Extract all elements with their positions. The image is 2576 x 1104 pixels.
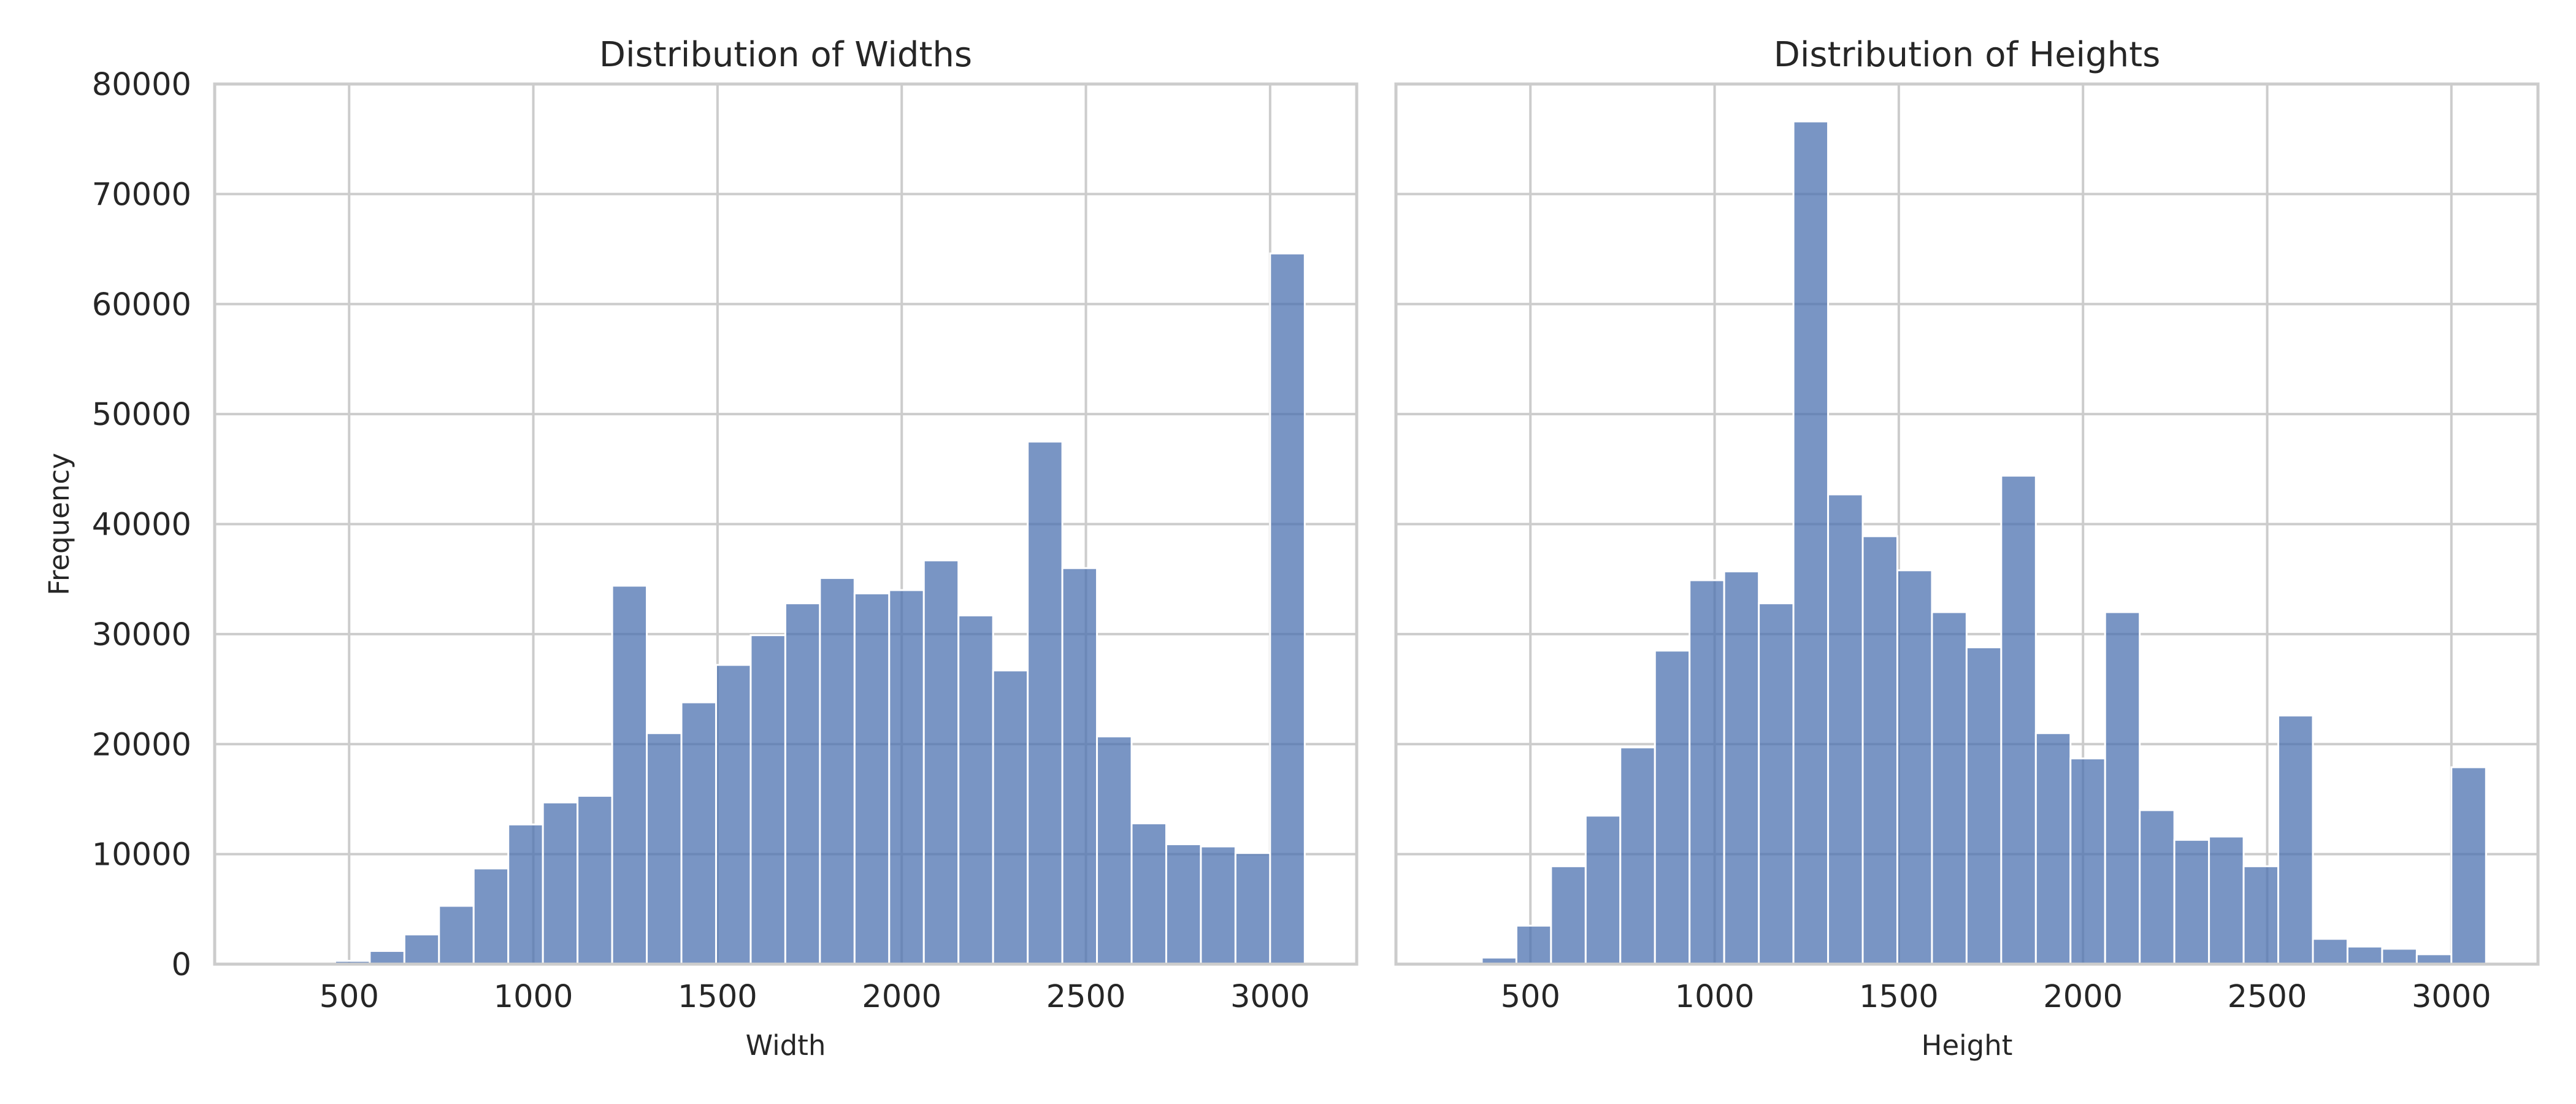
width-bar bbox=[1061, 567, 1098, 965]
height-bar bbox=[2034, 732, 2072, 965]
width-bar bbox=[680, 701, 717, 965]
width-bar bbox=[438, 905, 475, 965]
height-bar bbox=[1792, 120, 1830, 965]
height-bar bbox=[2346, 945, 2383, 965]
width-plot-frame bbox=[213, 82, 1359, 966]
width-bar bbox=[1027, 440, 1064, 965]
width-y-tick-label: 60000 bbox=[92, 287, 191, 323]
width-bar bbox=[819, 577, 856, 965]
height-bar bbox=[1827, 493, 1864, 965]
width-x-tick-label: 1500 bbox=[678, 979, 757, 1015]
width-bar bbox=[369, 949, 405, 965]
height-chart-title: Distribution of Heights bbox=[1774, 35, 2161, 75]
width-x-tick-label: 500 bbox=[320, 979, 379, 1015]
width-x-tick-label: 3000 bbox=[1230, 979, 1310, 1015]
width-chart-title: Distribution of Widths bbox=[599, 35, 972, 75]
width-y-tick-label: 20000 bbox=[92, 727, 191, 763]
width-x-tick-label: 1000 bbox=[494, 979, 573, 1015]
width-bar bbox=[403, 933, 440, 965]
height-bar bbox=[2000, 475, 2037, 965]
width-y-axis-label: Frequency bbox=[43, 453, 75, 595]
height-bar bbox=[1861, 535, 1898, 965]
width-bar bbox=[472, 867, 510, 965]
width-bar bbox=[922, 559, 960, 965]
width-bar bbox=[646, 732, 683, 965]
height-bar bbox=[2173, 838, 2210, 965]
height-bar bbox=[2242, 865, 2280, 965]
width-x-tick-label: 2000 bbox=[862, 979, 941, 1015]
width-y-tick-label: 10000 bbox=[92, 837, 191, 873]
width-bar bbox=[542, 801, 579, 965]
width-y-tick-label: 80000 bbox=[92, 67, 191, 103]
height-bar bbox=[1723, 570, 1760, 965]
height-bar bbox=[2104, 611, 2141, 965]
height-bar bbox=[1896, 569, 1933, 965]
height-bar bbox=[1619, 746, 1656, 965]
height-bar bbox=[2312, 938, 2348, 965]
width-bar bbox=[992, 669, 1029, 965]
width-bar bbox=[784, 602, 821, 965]
width-bar bbox=[611, 585, 648, 965]
height-bar bbox=[2069, 757, 2106, 965]
height-bar bbox=[2450, 766, 2487, 965]
width-y-tick-label: 50000 bbox=[92, 397, 191, 433]
height-bar bbox=[1965, 646, 2003, 965]
width-bar bbox=[577, 795, 613, 965]
height-x-tick-label: 2000 bbox=[2043, 979, 2123, 1015]
height-x-axis-label: Height bbox=[1922, 1029, 2013, 1062]
height-bar bbox=[1654, 650, 1691, 965]
width-y-tick-label: 0 bbox=[172, 947, 191, 983]
height-bar bbox=[1689, 579, 1725, 965]
height-histogram-panel: 500 1000 1500 2000 2500 3000 Distribution of H… bbox=[1394, 35, 2540, 1062]
height-bar bbox=[1931, 611, 1968, 965]
height-x-tick-label: 1000 bbox=[1675, 979, 1755, 1015]
width-y-tick-label: 30000 bbox=[92, 617, 191, 653]
height-bar bbox=[2277, 715, 2314, 965]
width-x-tick-label: 2500 bbox=[1046, 979, 1126, 1015]
height-plot-frame bbox=[1394, 82, 2540, 966]
height-x-tick-label: 1500 bbox=[1859, 979, 1939, 1015]
width-x-axis-label: Width bbox=[746, 1029, 826, 1062]
width-histogram-panel: 500 1000 1500 2000 2500 300001000020000300004… bbox=[43, 35, 1359, 1062]
width-bar bbox=[1130, 822, 1167, 965]
width-bar bbox=[749, 634, 786, 965]
width-bar bbox=[888, 589, 925, 965]
height-bar bbox=[1584, 815, 1622, 965]
height-bar bbox=[1550, 865, 1587, 965]
height-x-tick-label: 500 bbox=[1501, 979, 1560, 1015]
width-bar bbox=[715, 664, 752, 965]
height-bar bbox=[2381, 948, 2418, 965]
width-bar bbox=[853, 592, 891, 965]
width-bar bbox=[507, 823, 544, 965]
height-bar bbox=[2208, 835, 2245, 965]
height-bar bbox=[2139, 809, 2175, 965]
width-bar bbox=[1200, 845, 1236, 965]
width-y-tick-label: 40000 bbox=[92, 507, 191, 543]
width-bar bbox=[1165, 843, 1202, 965]
width-bar bbox=[1269, 252, 1306, 965]
height-bar bbox=[1515, 924, 1552, 965]
width-bar bbox=[1096, 735, 1133, 965]
height-x-tick-label: 3000 bbox=[2412, 979, 2491, 1015]
width-bar bbox=[957, 614, 994, 965]
height-x-tick-label: 2500 bbox=[2228, 979, 2307, 1015]
height-bar bbox=[1758, 602, 1795, 965]
width-y-tick-label: 70000 bbox=[92, 177, 191, 213]
width-bar bbox=[1234, 852, 1271, 965]
